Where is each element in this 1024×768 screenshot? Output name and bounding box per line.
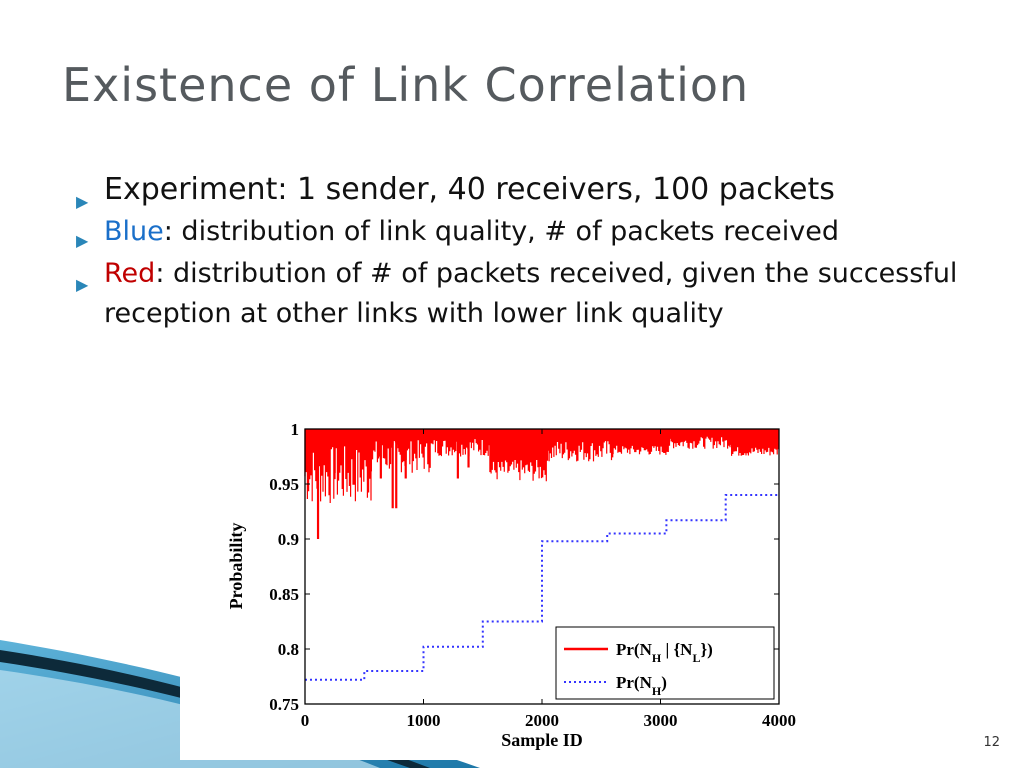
y-tick-label: 0.9 [278,530,299,549]
red-series-band [489,429,549,482]
x-axis-ticks: 0 1000 2000 3000 4000 [301,429,796,730]
bullet-text: : distribution of # of packets received,… [104,258,958,329]
bullet-text: : distribution of link quality, # of pac… [163,216,840,247]
bullet-experiment: ▶ Experiment: 1 sender, 40 receivers, 10… [76,170,1016,211]
x-tick-label: 4000 [762,711,796,730]
chart-panel: 0.75 0.8 0.85 0.9 0.95 1 0 1000 2000 3000 4000 Sa… [180,410,818,760]
bullet-red: ▶ Red: distribution of # of packets rece… [76,254,1016,334]
bullet-arrow-icon: ▶ [76,192,89,211]
bullet-blue: ▶ Blue: distribution of link quality, # … [76,214,1016,250]
red-series-band [547,429,614,462]
x-tick-label: 1000 [407,711,441,730]
red-series-band [370,429,431,473]
series-pr-nh-given-nl [304,429,779,539]
y-tick-label: 0.85 [269,585,299,604]
y-axis-label: Probability [226,523,246,610]
red-series-band [669,429,732,449]
y-tick-label: 0.8 [278,640,299,659]
legend-label-blue: Pr(NH) [616,673,667,698]
x-tick-label: 2000 [525,711,559,730]
bullet-arrow-icon: ▶ [76,231,89,250]
x-tick-label: 3000 [644,711,678,730]
x-tick-label: 0 [301,711,310,730]
series-pr-nh [305,494,779,681]
y-axis-ticks: 0.75 0.8 0.85 0.9 0.95 1 [269,420,779,714]
bullet-list: ▶ Experiment: 1 sender, 40 receivers, 10… [76,170,1016,334]
legend-box [555,626,775,700]
page-number: 12 [983,735,1000,750]
bullet-text: Experiment: 1 sender, 40 receivers, 100 … [104,172,835,207]
red-series-band [304,429,372,503]
x-axis-label: Sample ID [501,730,583,750]
red-series-band [612,429,671,455]
red-series-band [430,429,490,457]
y-tick-label: 0.75 [269,695,299,714]
y-tick-label: 0.95 [269,475,299,494]
y-tick-label: 1 [291,420,300,439]
legend: Pr(NH | {NL}) Pr(NH) [555,626,775,700]
red-series-band [731,429,779,456]
probability-chart: 0.75 0.8 0.85 0.9 0.95 1 0 1000 2000 3000 4000 Sa… [226,420,796,750]
bullet-highlight-blue: Blue [104,216,164,247]
slide-title: Existence of Link Correlation [62,58,750,112]
bullet-arrow-icon: ▶ [76,275,89,294]
legend-label-red: Pr(NH | {NL}) [616,640,713,665]
bullet-highlight-red: Red [104,258,156,289]
